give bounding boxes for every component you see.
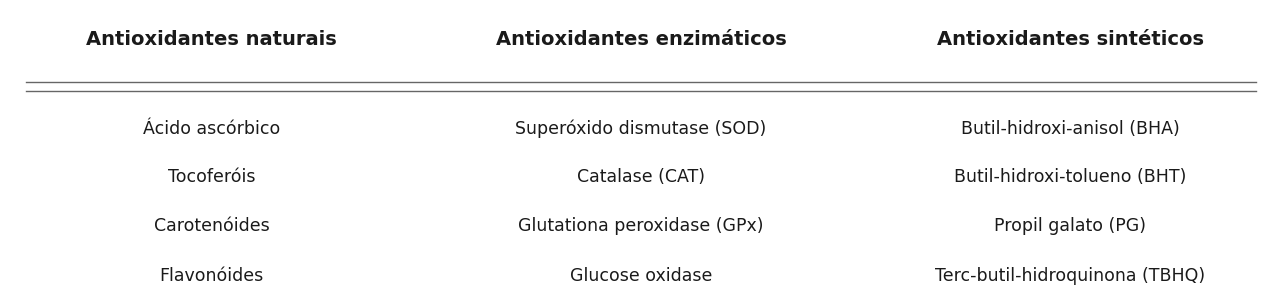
Text: Tocoferóis: Tocoferóis: [168, 168, 255, 186]
Text: Propil galato (PG): Propil galato (PG): [995, 217, 1146, 235]
Text: Glucose oxidase: Glucose oxidase: [569, 267, 713, 285]
Text: Ácido ascórbico: Ácido ascórbico: [142, 120, 281, 138]
Text: Superóxido dismutase (SOD): Superóxido dismutase (SOD): [515, 119, 767, 138]
Text: Carotenóides: Carotenóides: [154, 217, 269, 235]
Text: Glutationa peroxidase (GPx): Glutationa peroxidase (GPx): [518, 217, 764, 235]
Text: Antioxidantes enzimáticos: Antioxidantes enzimáticos: [496, 30, 786, 49]
Text: Butil-hidroxi-anisol (BHA): Butil-hidroxi-anisol (BHA): [962, 120, 1179, 138]
Text: Butil-hidroxi-tolueno (BHT): Butil-hidroxi-tolueno (BHT): [954, 168, 1187, 186]
Text: Terc-butil-hidroquinona (TBHQ): Terc-butil-hidroquinona (TBHQ): [936, 267, 1205, 285]
Text: Antioxidantes sintéticos: Antioxidantes sintéticos: [937, 30, 1204, 49]
Text: Catalase (CAT): Catalase (CAT): [577, 168, 705, 186]
Text: Antioxidantes naturais: Antioxidantes naturais: [86, 30, 337, 49]
Text: Flavonóides: Flavonóides: [159, 267, 264, 285]
